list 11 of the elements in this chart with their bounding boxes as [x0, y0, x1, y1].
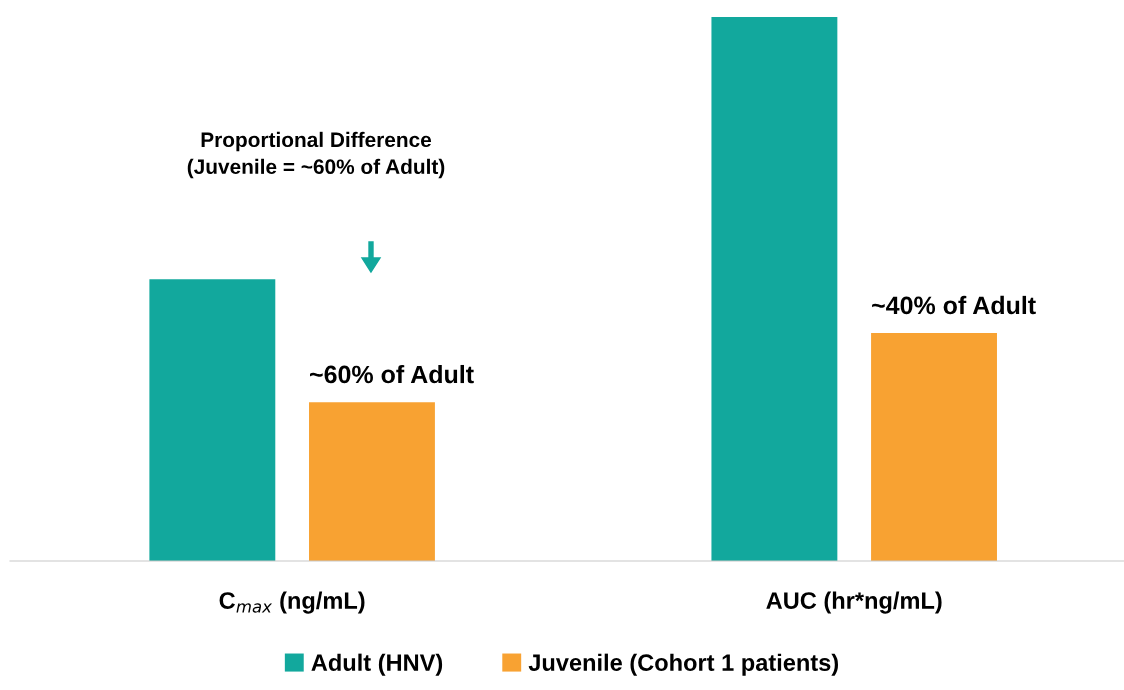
annotation: ~40% of Adult: [872, 295, 1036, 315]
bar: [711, 17, 838, 561]
bar: [309, 402, 435, 561]
bar: [149, 279, 276, 561]
annotation: Proportional Difference (Juvenile = ~60% of Adult): [187, 131, 445, 179]
x-tick-label: AUC (hr*ng/mL): [766, 591, 942, 614]
legend-label: Adult (HNV): [311, 653, 443, 676]
bar: [871, 333, 997, 561]
annotation: ~60% of Adult: [310, 364, 474, 384]
x-tick-label: C$_{max}$ (ng/mL): [219, 591, 365, 614]
legend-label: Juvenile (Cohort 1 patients): [528, 653, 839, 676]
